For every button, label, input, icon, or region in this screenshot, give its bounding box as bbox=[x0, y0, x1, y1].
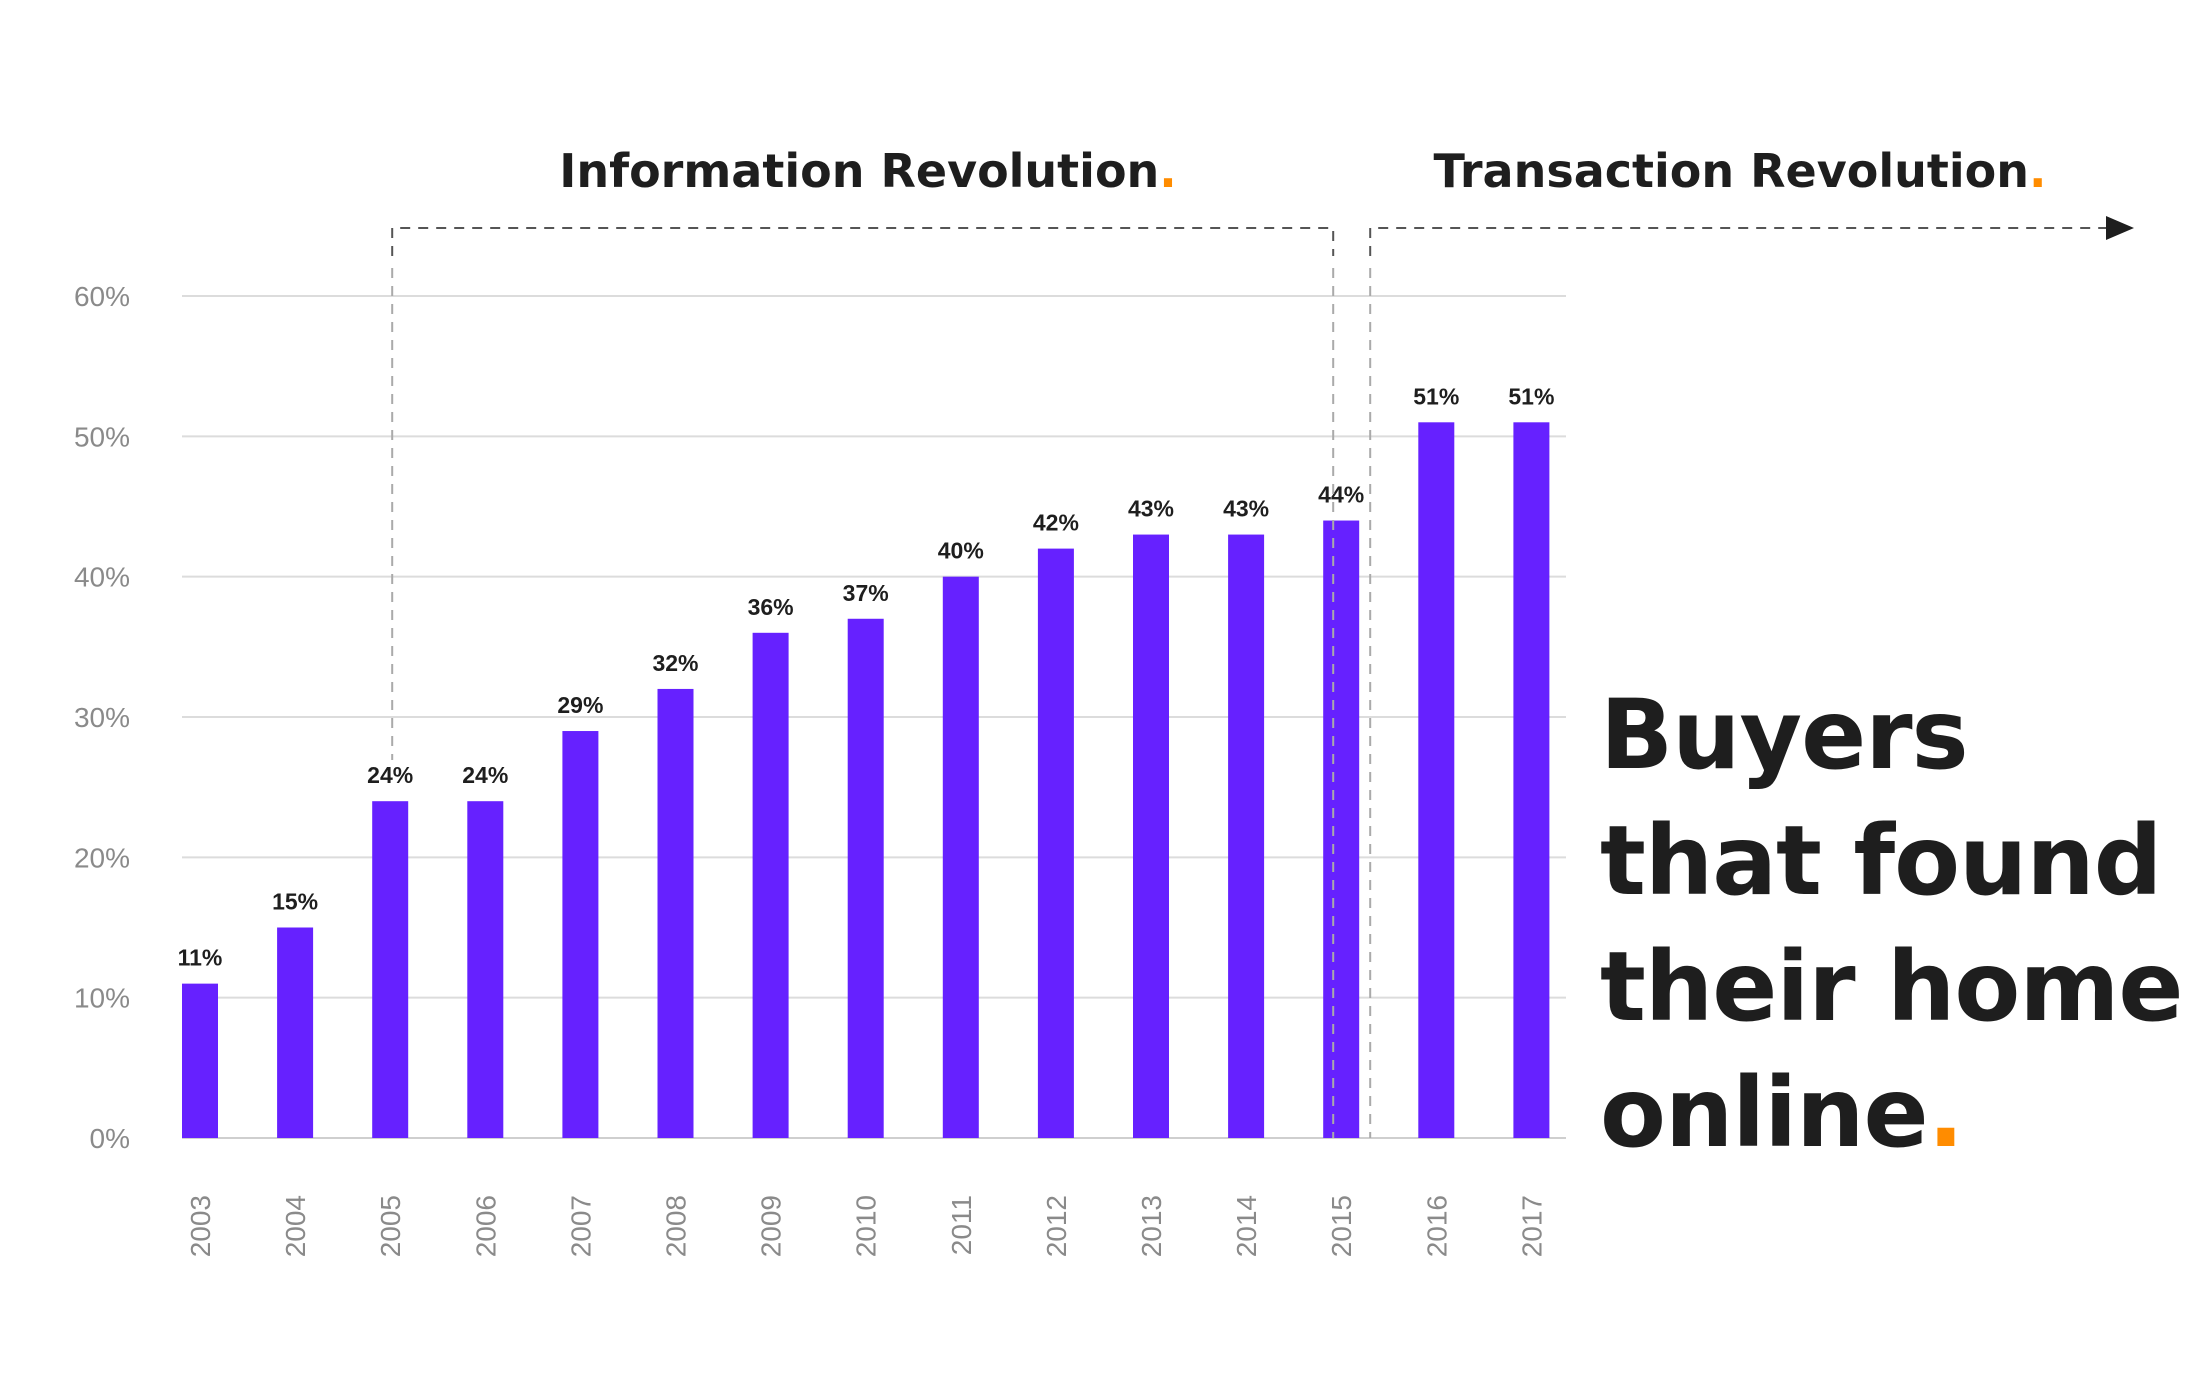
headline-line-4: online. bbox=[1600, 1050, 2182, 1176]
era-bracket-transaction bbox=[1369, 227, 2110, 256]
value-label: 43% bbox=[1223, 496, 1269, 522]
era-label-transaction-text: Transaction Revolution bbox=[1434, 144, 2029, 198]
x-tick-label: 2014 bbox=[1231, 1195, 1262, 1257]
era-bracket-information bbox=[391, 227, 1335, 256]
value-label: 24% bbox=[462, 762, 508, 788]
headline-line-4-text: online bbox=[1600, 1057, 1929, 1169]
value-labels: 11% 15% 24% 24% 29% 32% 36% 37% 40% 42% 43% 43% 44% 5… bbox=[178, 383, 1555, 970]
x-tick-label: 2010 bbox=[851, 1195, 882, 1257]
bar bbox=[942, 576, 979, 1138]
value-label: 44% bbox=[1318, 482, 1364, 508]
bar bbox=[657, 688, 694, 1138]
era-brackets: Information Revolution. Transaction Revol… bbox=[391, 144, 2134, 1138]
bars bbox=[182, 422, 1550, 1138]
bar bbox=[562, 731, 599, 1138]
value-label: 42% bbox=[1033, 510, 1079, 536]
bar bbox=[182, 983, 218, 1138]
bar bbox=[1418, 422, 1455, 1138]
x-tick-label: 2007 bbox=[565, 1195, 596, 1257]
y-tick-label: 50% bbox=[74, 421, 130, 452]
bar bbox=[1323, 520, 1360, 1138]
x-tick-label: 2013 bbox=[1136, 1195, 1167, 1257]
headline-line-3: their home bbox=[1600, 931, 2183, 1043]
x-tick-label: 2012 bbox=[1041, 1195, 1072, 1257]
value-label: 43% bbox=[1128, 496, 1174, 522]
y-tick-label: 0% bbox=[90, 1123, 130, 1154]
value-label: 15% bbox=[272, 889, 318, 915]
value-label: 11% bbox=[178, 945, 223, 971]
era-label-information-text: Information Revolution bbox=[559, 144, 1159, 198]
headline-dot: . bbox=[1927, 1057, 1964, 1169]
y-tick-label: 30% bbox=[74, 702, 130, 733]
bar bbox=[1037, 548, 1074, 1138]
bar bbox=[372, 801, 409, 1138]
headline-line-2: that found bbox=[1600, 805, 2162, 917]
value-label: 29% bbox=[557, 692, 603, 718]
bar bbox=[1228, 534, 1265, 1138]
bar bbox=[467, 801, 504, 1138]
y-axis: 0% 10% 20% 30% 40% 50% 60% bbox=[74, 281, 130, 1154]
bar bbox=[847, 618, 884, 1138]
x-tick-label: 2006 bbox=[470, 1195, 501, 1257]
value-label: 51% bbox=[1413, 383, 1459, 409]
value-label: 24% bbox=[367, 762, 413, 788]
value-label: 37% bbox=[843, 580, 889, 606]
era-arrowhead bbox=[2106, 216, 2134, 240]
x-tick-label: 2003 bbox=[185, 1195, 216, 1257]
bar bbox=[1513, 422, 1550, 1138]
x-tick-label: 2011 bbox=[946, 1195, 977, 1255]
headline-line-1: Buyers bbox=[1600, 679, 1969, 791]
x-tick-label: 2017 bbox=[1516, 1195, 1547, 1257]
bar bbox=[1133, 534, 1169, 1138]
headline: Buyers that found their home online. bbox=[1600, 672, 2183, 1176]
era-label-transaction: Transaction Revolution. bbox=[1434, 144, 2047, 198]
bar bbox=[277, 927, 314, 1138]
x-tick-label: 2008 bbox=[661, 1195, 692, 1257]
y-tick-label: 60% bbox=[74, 281, 130, 312]
y-tick-label: 10% bbox=[74, 983, 130, 1014]
y-tick-label: 20% bbox=[74, 842, 130, 873]
x-tick-label: 2005 bbox=[375, 1195, 406, 1257]
value-label: 32% bbox=[652, 650, 698, 676]
era-label-information: Information Revolution. bbox=[559, 144, 1177, 198]
value-label: 40% bbox=[938, 538, 984, 564]
era-label-transaction-dot: . bbox=[2029, 144, 2046, 198]
x-tick-label: 2004 bbox=[280, 1195, 311, 1257]
x-axis: 2003 2004 2005 2006 2007 2008 2009 2010 2011 2012… bbox=[185, 1195, 1547, 1257]
x-tick-label: 2009 bbox=[756, 1195, 787, 1257]
x-tick-label: 2016 bbox=[1421, 1195, 1452, 1257]
x-tick-label: 2015 bbox=[1326, 1195, 1357, 1257]
era-label-information-dot: . bbox=[1159, 144, 1176, 198]
value-label: 51% bbox=[1508, 383, 1554, 409]
value-label: 36% bbox=[748, 594, 794, 620]
y-tick-label: 40% bbox=[74, 562, 130, 593]
bar bbox=[752, 632, 789, 1138]
